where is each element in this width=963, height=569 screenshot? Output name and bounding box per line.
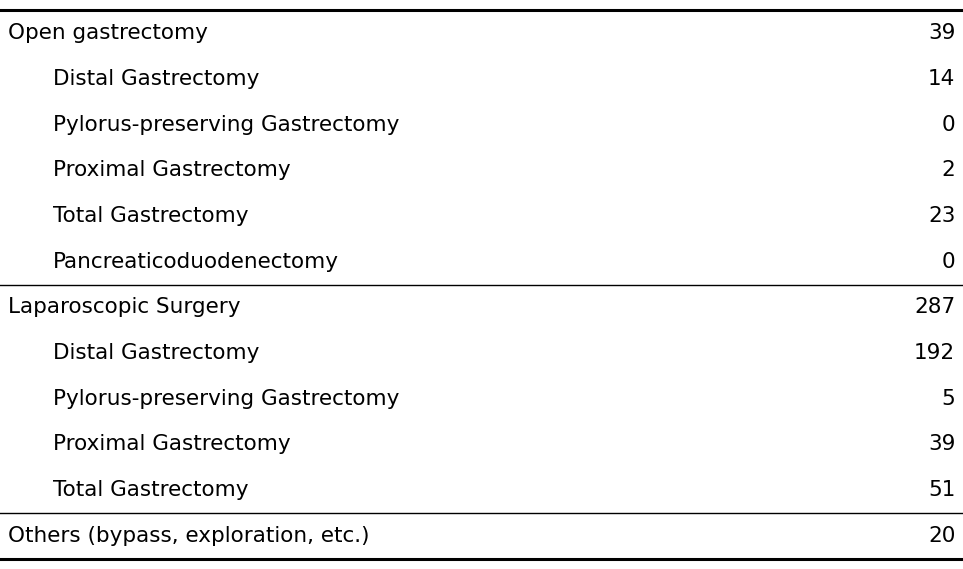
Text: Others (bypass, exploration, etc.): Others (bypass, exploration, etc.) xyxy=(8,526,369,546)
Text: 5: 5 xyxy=(942,389,955,409)
Text: 0: 0 xyxy=(942,251,955,271)
Text: Pylorus-preserving Gastrectomy: Pylorus-preserving Gastrectomy xyxy=(53,389,400,409)
Text: Distal Gastrectomy: Distal Gastrectomy xyxy=(53,69,259,89)
Text: 2: 2 xyxy=(942,160,955,180)
Text: 39: 39 xyxy=(928,23,955,43)
Text: Distal Gastrectomy: Distal Gastrectomy xyxy=(53,343,259,363)
Text: 51: 51 xyxy=(928,480,955,500)
Text: 39: 39 xyxy=(928,435,955,455)
Text: 20: 20 xyxy=(928,526,955,546)
Text: Laparoscopic Surgery: Laparoscopic Surgery xyxy=(8,298,240,318)
Text: Proximal Gastrectomy: Proximal Gastrectomy xyxy=(53,435,291,455)
Text: 23: 23 xyxy=(928,206,955,226)
Text: Total Gastrectomy: Total Gastrectomy xyxy=(53,480,248,500)
Text: Pancreaticoduodenectomy: Pancreaticoduodenectomy xyxy=(53,251,339,271)
Text: 14: 14 xyxy=(928,69,955,89)
Text: Proximal Gastrectomy: Proximal Gastrectomy xyxy=(53,160,291,180)
Text: Open gastrectomy: Open gastrectomy xyxy=(8,23,208,43)
Text: Total Gastrectomy: Total Gastrectomy xyxy=(53,206,248,226)
Text: 287: 287 xyxy=(914,298,955,318)
Text: Pylorus-preserving Gastrectomy: Pylorus-preserving Gastrectomy xyxy=(53,114,400,134)
Text: 192: 192 xyxy=(914,343,955,363)
Text: 0: 0 xyxy=(942,114,955,134)
